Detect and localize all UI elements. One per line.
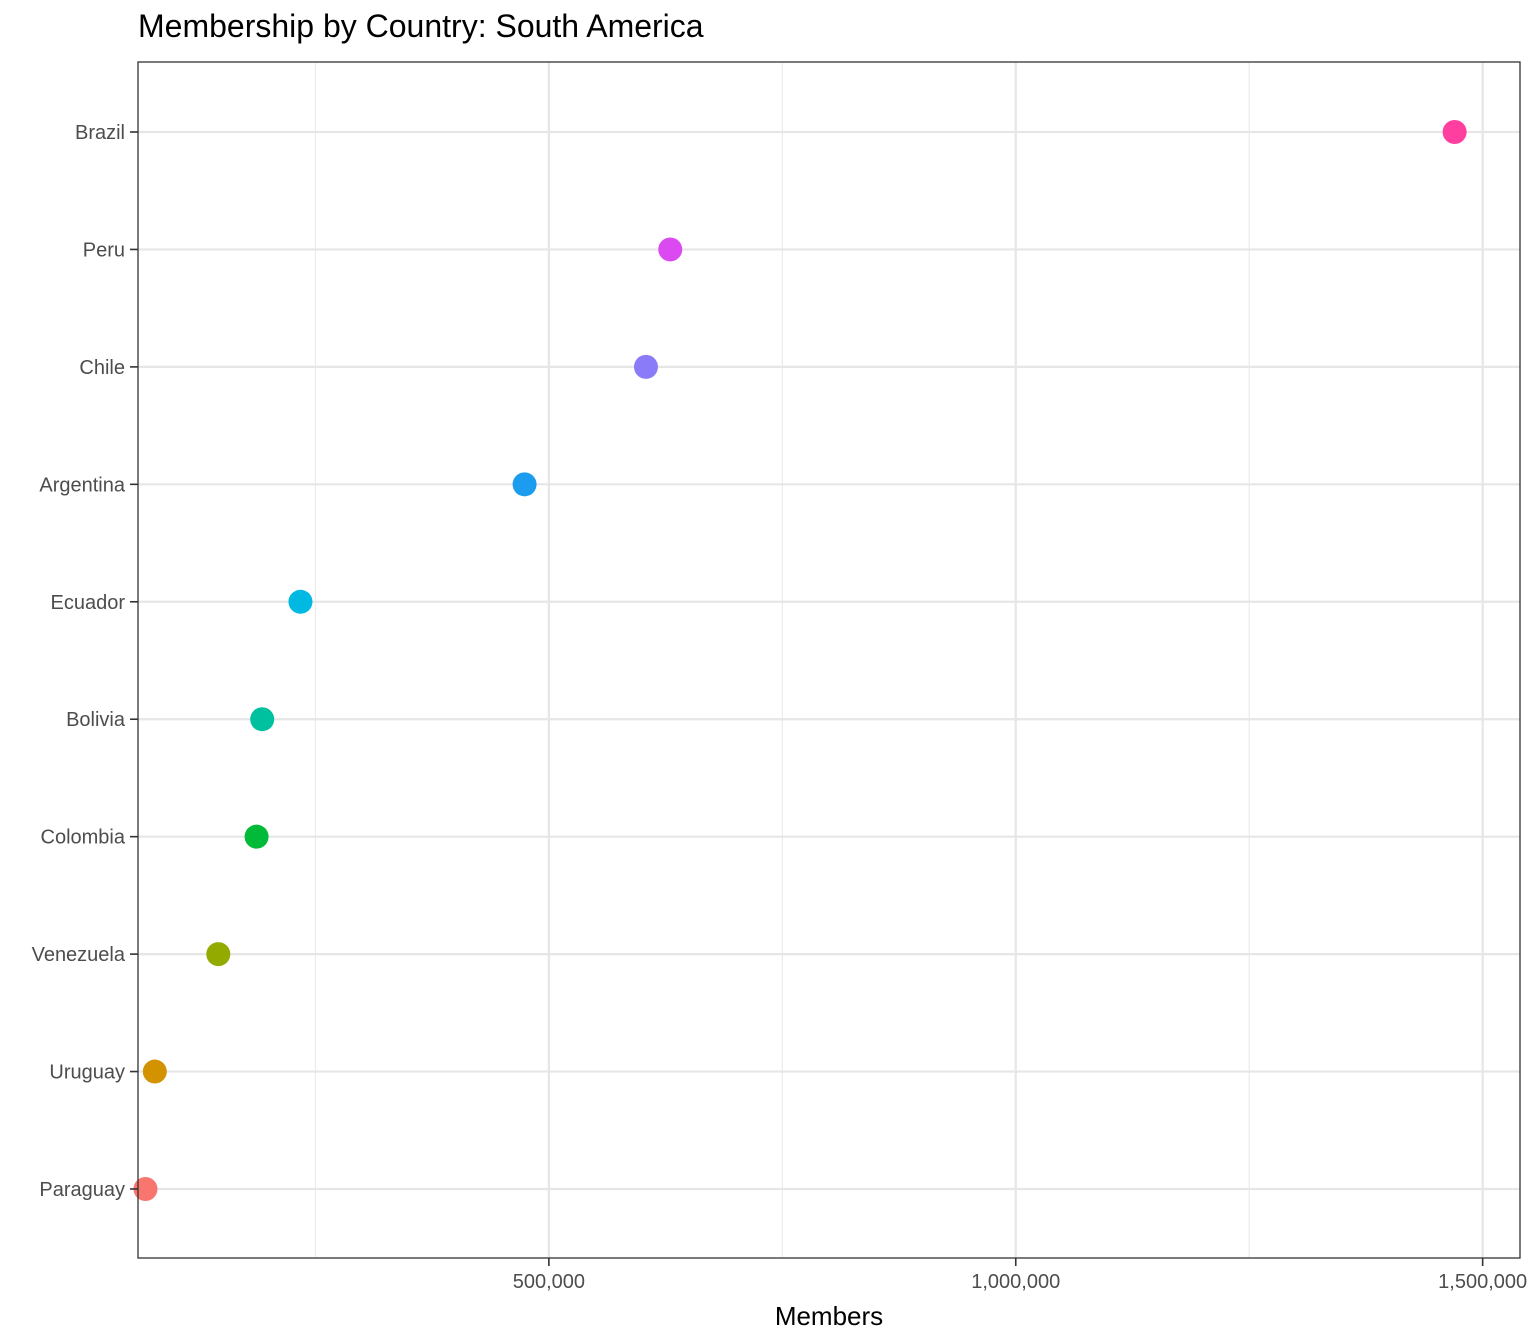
minor-gridlines	[314, 62, 1250, 1258]
y-tick-label: Colombia	[41, 827, 126, 849]
y-tick-label: Paraguay	[39, 1179, 125, 1201]
y-tick-label: Ecuador	[51, 592, 126, 614]
chart-title: Membership by Country: South America	[138, 8, 704, 44]
data-point-colombia	[244, 824, 269, 849]
x-axis: 500,000 1,000,000 1,500,000	[513, 1258, 1527, 1293]
data-point-peru	[658, 237, 683, 262]
data-point-paraguay	[133, 1177, 158, 1201]
y-tick-label: Venezuela	[32, 944, 126, 966]
major-gridlines	[138, 62, 1520, 1258]
y-axis: Paraguay Uruguay Venezuela Colombia Bolivia E…	[32, 122, 138, 1201]
x-tick-label: 500,000	[513, 1271, 585, 1293]
y-tick-label: Chile	[79, 357, 125, 379]
y-tick-label: Uruguay	[49, 1062, 125, 1084]
data-point-argentina	[512, 472, 537, 497]
panel-border	[137, 61, 1521, 1259]
data-point-bolivia	[250, 707, 275, 732]
data-points	[133, 120, 1467, 1201]
data-point-venezuela	[206, 942, 231, 967]
data-point-ecuador	[288, 589, 313, 614]
y-tick-label: Bolivia	[66, 709, 126, 731]
y-tick-label: Peru	[83, 239, 125, 261]
x-axis-title: Members	[775, 1301, 883, 1331]
y-tick-label: Argentina	[39, 474, 125, 496]
data-point-brazil	[1442, 120, 1467, 144]
x-tick-label: 1,000,000	[971, 1271, 1060, 1293]
data-point-uruguay	[142, 1059, 167, 1084]
data-point-chile	[633, 354, 658, 379]
x-tick-label: 1,500,000	[1438, 1271, 1527, 1293]
y-tick-label: Brazil	[75, 122, 125, 144]
